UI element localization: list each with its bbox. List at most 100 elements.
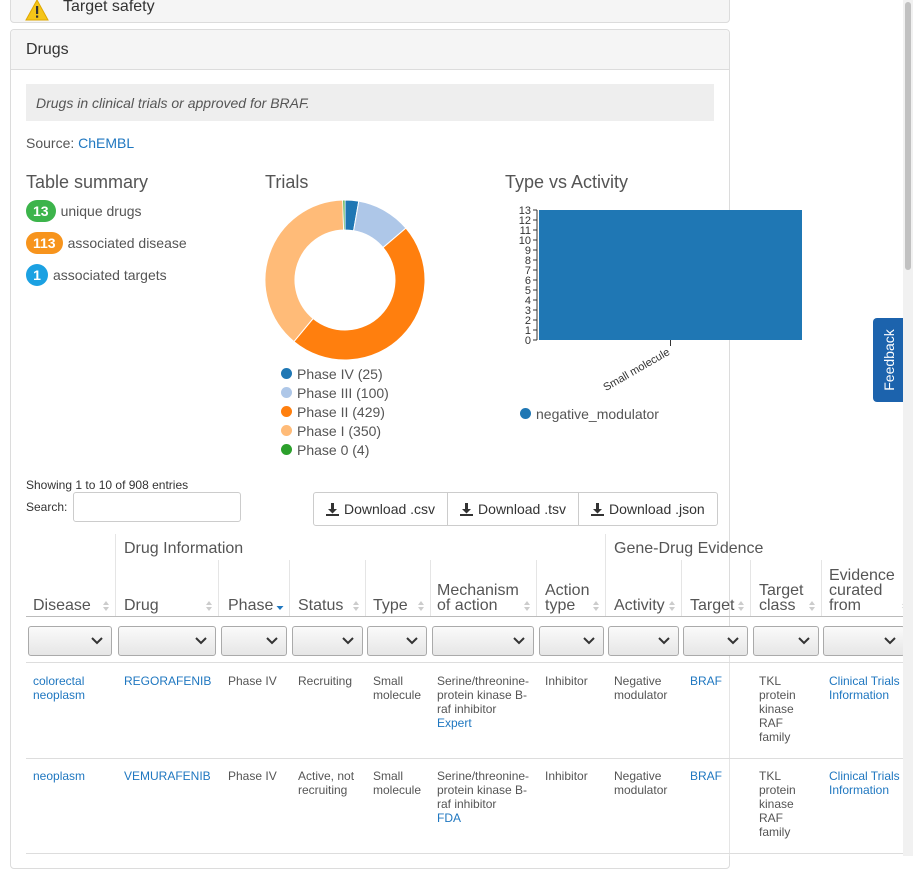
donut-slice-phase-ii[interactable] bbox=[293, 227, 426, 361]
legend-item-negative-modulator[interactable]: negative_modulator bbox=[520, 404, 659, 423]
y-tick-label: 8 bbox=[525, 255, 531, 267]
col-action-type[interactable]: Action type bbox=[545, 582, 590, 614]
target-safety-panel[interactable]: Target safety bbox=[10, 0, 730, 23]
col-phase[interactable]: Phase bbox=[228, 597, 274, 614]
type-cell: Small molecule bbox=[373, 674, 422, 702]
evidence-link[interactable]: Clinical Trials Information bbox=[829, 769, 900, 797]
legend-item-phase-ii[interactable]: Phase II (429) bbox=[281, 402, 389, 421]
disease-link[interactable]: colorectal neoplasm bbox=[33, 674, 86, 702]
sort-icon[interactable] bbox=[352, 600, 360, 612]
filter-evidence-select[interactable] bbox=[823, 626, 905, 656]
sort-icon[interactable] bbox=[808, 600, 816, 612]
bar-small-molecule[interactable] bbox=[539, 210, 802, 340]
sort-icon[interactable] bbox=[523, 600, 531, 612]
chevron-down-icon bbox=[513, 637, 525, 645]
filter-disease-select[interactable] bbox=[28, 626, 112, 656]
col-target[interactable]: Target bbox=[690, 597, 735, 614]
page-scrollbar[interactable] bbox=[903, 0, 913, 856]
y-tick-label: 5 bbox=[525, 285, 531, 297]
col-status[interactable]: Status bbox=[298, 597, 344, 614]
disease-link[interactable]: neoplasm bbox=[33, 769, 86, 783]
chevron-down-icon bbox=[266, 637, 278, 645]
legend-item-phase-i[interactable]: Phase I (350) bbox=[281, 421, 389, 440]
filter-mechanism-select[interactable] bbox=[432, 626, 534, 656]
col-drug[interactable]: Drug bbox=[124, 597, 159, 614]
mechanism-cell: Serine/threonine-protein kinase B-raf in… bbox=[437, 674, 533, 730]
download-icon bbox=[590, 502, 604, 516]
table-info: Showing 1 to 10 of 908 entries bbox=[26, 478, 189, 492]
filter-rule bbox=[26, 662, 913, 663]
col-target-class[interactable]: Target class bbox=[759, 582, 804, 614]
legend-dot bbox=[281, 406, 292, 417]
donut-slice-phase-0[interactable] bbox=[342, 199, 346, 231]
y-tick-label: 13 bbox=[519, 205, 531, 217]
target-class-cell: TKL protein kinase RAF family bbox=[759, 769, 796, 839]
donut-slice-phase-i[interactable] bbox=[264, 199, 345, 343]
filter-type-select[interactable] bbox=[367, 626, 427, 656]
download-label: Download .json bbox=[608, 501, 705, 517]
sort-icon[interactable] bbox=[417, 600, 425, 612]
download-csv-button[interactable]: Download .csv bbox=[313, 492, 449, 526]
download-json-button[interactable]: Download .json bbox=[577, 492, 718, 526]
row-rule bbox=[26, 853, 913, 854]
legend-item-phase-0[interactable]: Phase 0 (4) bbox=[281, 440, 389, 459]
activity-cell: Negative modulator bbox=[614, 769, 668, 797]
drugs-panel-title[interactable]: Drugs bbox=[11, 30, 729, 70]
legend-item-phase-iv[interactable]: Phase IV (25) bbox=[281, 364, 389, 383]
type-activity-title: Type vs Activity bbox=[505, 172, 629, 192]
column-divider bbox=[821, 560, 822, 616]
phase-cell: Phase IV bbox=[228, 769, 277, 783]
col-activity[interactable]: Activity bbox=[614, 597, 665, 614]
target-link[interactable]: BRAF bbox=[690, 674, 723, 688]
search-input[interactable] bbox=[73, 492, 241, 522]
mechanism-cell: Serine/threonine-protein kinase B-raf in… bbox=[437, 769, 533, 825]
legend-dot bbox=[520, 408, 531, 419]
filter-action-type-select[interactable] bbox=[539, 626, 604, 656]
summary-title: Table summary bbox=[26, 172, 149, 192]
sort-icon[interactable] bbox=[592, 600, 600, 612]
scrollbar-thumb[interactable] bbox=[905, 2, 911, 270]
column-divider bbox=[750, 560, 751, 616]
legend-label: Phase III (100) bbox=[297, 384, 389, 401]
filter-target-class-select[interactable] bbox=[753, 626, 819, 656]
sort-icon[interactable] bbox=[668, 600, 676, 612]
sort-icon[interactable] bbox=[737, 600, 745, 612]
evidence-link[interactable]: Clinical Trials Information bbox=[829, 674, 900, 702]
source-line: Source: ChEMBL bbox=[26, 135, 134, 151]
header-rule bbox=[26, 616, 913, 617]
download-tsv-button[interactable]: Download .tsv bbox=[447, 492, 579, 526]
filter-drug-select[interactable] bbox=[118, 626, 216, 656]
sort-desc-icon[interactable] bbox=[276, 600, 284, 612]
sort-icon[interactable] bbox=[102, 600, 110, 612]
target-class-cell: TKL protein kinase RAF family bbox=[759, 674, 796, 744]
mechanism-text: Serine/threonine-protein kinase B-raf in… bbox=[437, 769, 530, 811]
sort-icon[interactable] bbox=[205, 600, 213, 612]
chevron-down-icon bbox=[342, 637, 354, 645]
drugs-table: Drug Information Gene-Drug Evidence Dise… bbox=[26, 530, 913, 856]
associated-disease-badge: 113 bbox=[26, 232, 63, 254]
filter-status-select[interactable] bbox=[292, 626, 363, 656]
col-mechanism[interactable]: Mechanism of action bbox=[437, 582, 519, 614]
filter-target-select[interactable] bbox=[683, 626, 748, 656]
filter-activity-select[interactable] bbox=[608, 626, 679, 656]
column-divider bbox=[365, 560, 366, 616]
drug-link[interactable]: REGORAFENIB bbox=[124, 674, 212, 688]
col-disease[interactable]: Disease bbox=[33, 597, 91, 614]
y-tick-label: 11 bbox=[520, 225, 531, 237]
drug-link[interactable]: VEMURAFENIB bbox=[124, 769, 211, 783]
type-cell: Small molecule bbox=[373, 769, 422, 797]
legend-dot bbox=[281, 425, 292, 436]
y-tick-label: 9 bbox=[525, 245, 531, 257]
legend-label: Phase 0 (4) bbox=[297, 441, 370, 458]
y-tick-label: 12 bbox=[519, 215, 531, 227]
mechanism-source-link[interactable]: Expert bbox=[437, 716, 472, 730]
summary-label: associated targets bbox=[53, 267, 167, 283]
feedback-button[interactable]: Feedback bbox=[873, 318, 904, 402]
chembl-link[interactable]: ChEMBL bbox=[78, 135, 135, 151]
col-type[interactable]: Type bbox=[373, 597, 408, 614]
filter-phase-select[interactable] bbox=[221, 626, 287, 656]
legend-item-phase-iii[interactable]: Phase III (100) bbox=[281, 383, 389, 402]
target-link[interactable]: BRAF bbox=[690, 769, 723, 783]
mechanism-source-link[interactable]: FDA bbox=[437, 811, 461, 825]
col-evidence[interactable]: Evidence curated from bbox=[829, 567, 895, 614]
